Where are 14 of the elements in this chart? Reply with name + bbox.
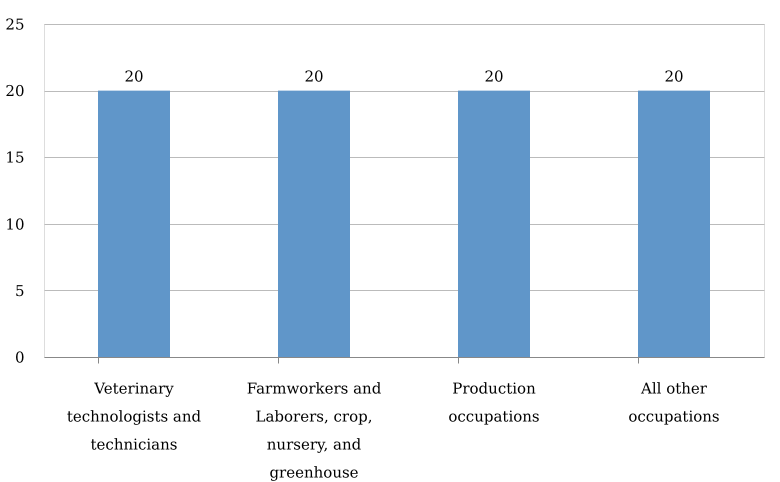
data-label: 20 (304, 68, 324, 86)
y-tick-label: 10 (5, 215, 24, 234)
y-tick-label: 20 (5, 82, 24, 100)
x-tick-label: Farmworkers and Laborers, crop, nursery, and greenhouse (246, 380, 382, 482)
data-label: 20 (664, 68, 684, 86)
y-tick-label: 0 (14, 348, 24, 366)
data-label: 20 (124, 68, 144, 86)
y-tick-label: 15 (5, 148, 24, 167)
y-tick-label: 25 (5, 16, 24, 34)
x-tick-label: All other occupations (628, 380, 720, 426)
x-tick-label: Production occupations (448, 380, 540, 426)
x-tick-label: Veterinary technologists and technicians (66, 380, 202, 454)
y-tick-label: 5 (14, 282, 24, 300)
data-label: 20 (484, 68, 504, 86)
